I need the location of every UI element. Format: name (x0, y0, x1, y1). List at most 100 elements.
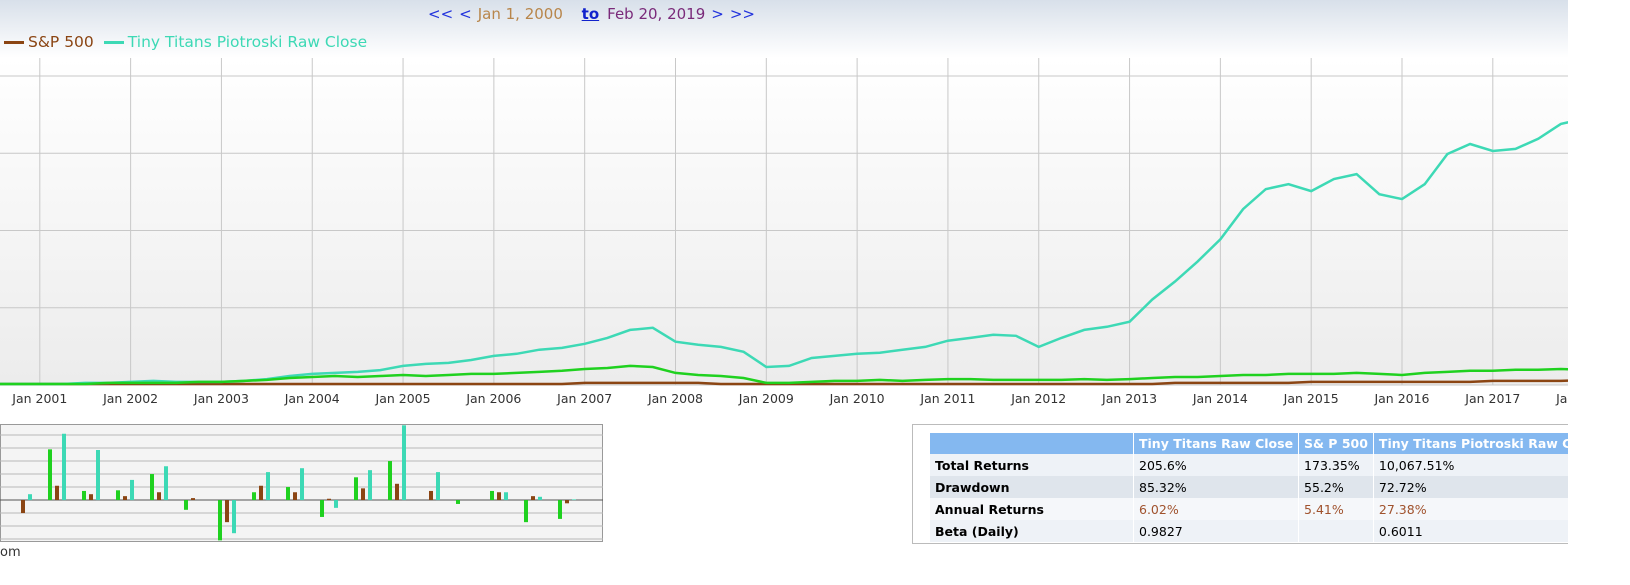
table-row: Annual Returns 6.02% 5.41% 27.38% (930, 498, 1568, 520)
x-tick-label: Jan 2014 (1192, 391, 1248, 406)
bar (572, 499, 576, 501)
bar (436, 472, 440, 501)
table-cell: 72.72% (1373, 476, 1568, 498)
header-cell: S& P 500 (1298, 433, 1374, 454)
table-cell: 27.38% (1373, 498, 1568, 520)
start-date[interactable]: Jan 1, 2000 (477, 5, 563, 23)
last-link[interactable]: >> (729, 5, 755, 23)
bar (218, 500, 222, 541)
bar (259, 485, 263, 501)
bar (300, 468, 304, 501)
bar (48, 449, 52, 501)
x-tick-label: Jan 2015 (1283, 391, 1339, 406)
table-row: Total Returns 205.6% 173.35% 10,067.51% (930, 454, 1568, 476)
screen: << < Jan 1, 2000 to Feb 20, 2019 > >> S&P 500… (0, 0, 1568, 560)
bar (429, 490, 433, 501)
x-tick-label: Jan 2004 (284, 391, 340, 406)
bar (388, 461, 392, 501)
bar (293, 492, 297, 501)
end-date[interactable]: Feb 20, 2019 (607, 5, 706, 23)
x-tick-label: Jan 2005 (375, 391, 431, 406)
x-tick-label: Jan 2002 (102, 391, 158, 406)
prev-link[interactable]: < (459, 5, 472, 23)
bar (531, 496, 535, 501)
x-tick-label: Jan 2017 (1464, 391, 1520, 406)
legend-item: Tiny Titans Piotroski Raw Close (103, 33, 368, 51)
bar (157, 492, 161, 501)
table-cell: 10,067.51% (1373, 454, 1568, 476)
bar (191, 498, 195, 501)
bar (28, 494, 32, 501)
header-cell: Tiny Titans Raw Close (1133, 433, 1300, 454)
table-cell: 55.2% (1298, 476, 1374, 498)
bar (96, 450, 100, 501)
stats-table: Tiny Titans Raw Close S& P 500 Tiny Titans… (930, 433, 1568, 542)
header-cell (930, 433, 1134, 454)
x-tick-label: Jan 2007 (556, 391, 612, 406)
table-cell: 5.41% (1298, 498, 1374, 520)
first-link[interactable]: << (428, 5, 454, 23)
table-cell: 173.35% (1298, 454, 1374, 476)
bar (558, 500, 562, 519)
bar (524, 500, 528, 523)
bar (368, 470, 372, 501)
bar (354, 477, 358, 501)
row-label: Annual Returns (930, 498, 1134, 520)
bar (123, 496, 127, 501)
x-tick-label: Jan 2008 (647, 391, 703, 406)
x-tick-label: Jan 2001 (11, 391, 67, 406)
table-cell: 6.02% (1133, 498, 1300, 520)
table-cell: 0.6011 (1373, 520, 1568, 542)
x-tick-label: Jan 2009 (738, 391, 794, 406)
legend: S&P 500 Tiny Titans Piotroski Raw Close (4, 33, 377, 51)
bar (62, 433, 66, 501)
bar (327, 498, 331, 501)
next-link[interactable]: > (711, 5, 724, 23)
line-chart: Jan 2001 Jan 2002 Jan 2003 Jan 2004 Jan 2005… (0, 58, 1568, 406)
x-tick-label: Jan 2010 (829, 391, 885, 406)
bar (225, 500, 229, 523)
legend-label: Tiny Titans Piotroski Raw Close (127, 33, 368, 51)
table-cell (1298, 520, 1374, 542)
bar (252, 492, 256, 501)
table-row: Drawdown 85.32% 55.2% 72.72% (930, 476, 1568, 498)
table-row: Beta (Daily) 0.9827 0.6011 (930, 520, 1568, 542)
row-label: Beta (Daily) (930, 520, 1134, 542)
bar (286, 487, 290, 501)
stats-panel: Tiny Titans Raw Close S& P 500 Tiny Titans… (912, 424, 1568, 544)
bar-chart (0, 424, 603, 542)
table-cell: 85.32% (1133, 476, 1300, 498)
x-tick-label: Jan 2012 (1010, 391, 1066, 406)
legend-label: S&P 500 (28, 33, 94, 51)
bar (565, 500, 569, 504)
bar (456, 500, 460, 504)
bar (402, 425, 406, 501)
bar (320, 500, 324, 517)
to-link[interactable]: to (581, 5, 600, 23)
x-tick-label: Jan 2003 (193, 391, 249, 406)
table-cell: 0.9827 (1133, 520, 1300, 542)
bar (89, 494, 93, 501)
bar (184, 500, 188, 510)
header: << < Jan 1, 2000 to Feb 20, 2019 > >> S&P 500… (0, 0, 1568, 58)
bar (164, 466, 168, 501)
bar (497, 492, 501, 501)
footer-text: om (0, 545, 21, 560)
bar (361, 488, 365, 501)
row-label: Drawdown (930, 476, 1134, 498)
bar (334, 500, 338, 508)
bar (150, 474, 154, 501)
bar (232, 500, 236, 534)
x-tick-label: Jan 2006 (465, 391, 521, 406)
x-tick-label: Jan 2013 (1101, 391, 1157, 406)
header-row: Tiny Titans Raw Close S& P 500 Tiny Titans… (930, 433, 1568, 454)
x-tick-label: Jan 2011 (919, 391, 975, 406)
legend-swatch (103, 40, 124, 44)
bar (395, 483, 399, 501)
table-cell: 205.6% (1133, 454, 1300, 476)
legend-swatch (4, 40, 24, 44)
bar (538, 496, 542, 501)
x-tick-label: Jan 2018 (1555, 391, 1568, 406)
bar (504, 492, 508, 501)
